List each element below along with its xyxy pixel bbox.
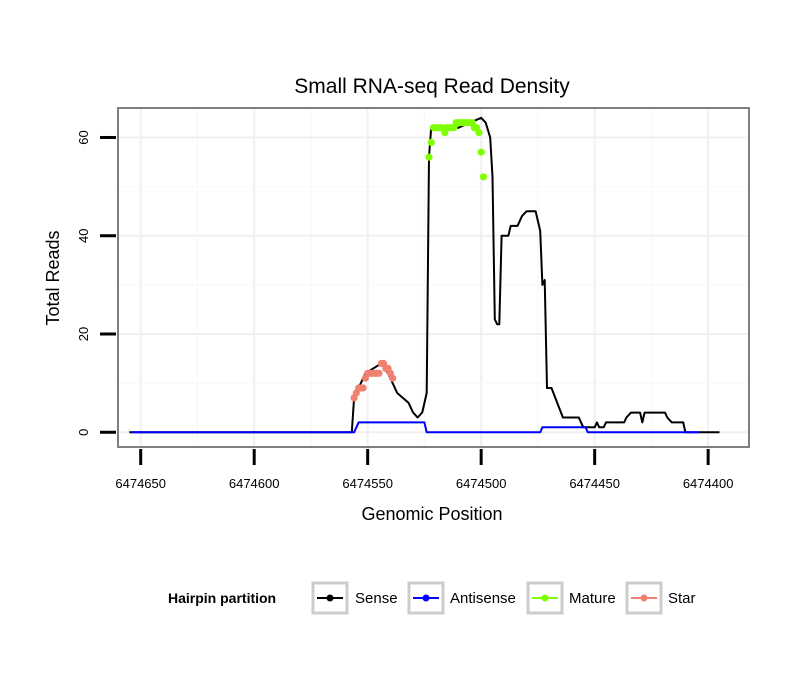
star-data-point xyxy=(375,369,383,377)
y-tick-label: 40 xyxy=(76,229,91,243)
axes: 6474650 6474600 6474550 6474500 6474450 64744… xyxy=(76,130,733,491)
antisense-legend-label: Antisense xyxy=(450,590,516,607)
mature-data-point xyxy=(479,173,487,181)
x-tick-label: 6474450 xyxy=(569,476,620,491)
sense-legend-dot xyxy=(326,594,334,602)
y-tick-label: 20 xyxy=(76,327,91,341)
chart-title: Small RNA-seq Read Density xyxy=(294,75,570,98)
x-tick-label: 6474400 xyxy=(683,476,734,491)
sense-series-line xyxy=(129,116,720,434)
mature-data-point xyxy=(477,148,485,156)
x-axis-label: Genomic Position xyxy=(361,504,502,524)
y-tick-label: 0 xyxy=(76,429,91,436)
mature-legend-dot xyxy=(541,594,549,602)
mature-legend-label: Mature xyxy=(569,590,616,607)
mature-data-point xyxy=(475,129,483,137)
mature-data-point xyxy=(427,138,435,146)
y-axis-label: Total Reads xyxy=(43,230,63,325)
x-tick-label: 6474650 xyxy=(115,476,166,491)
star-legend-label: Star xyxy=(668,590,696,607)
antisense-legend-dot xyxy=(422,594,430,602)
plot-panel-border xyxy=(117,107,750,448)
legend-title: Hairpin partition xyxy=(168,590,276,606)
star-data-point xyxy=(359,384,367,392)
sense-legend-label: Sense xyxy=(355,590,398,607)
y-tick-label: 60 xyxy=(76,130,91,144)
legend: Sense Antisense Mature Star xyxy=(311,581,696,615)
star-data-point xyxy=(389,374,397,382)
mature-data-point xyxy=(425,153,433,161)
x-tick-label: 6474600 xyxy=(229,476,280,491)
star-legend-dot xyxy=(640,594,648,602)
data-series xyxy=(129,116,720,434)
x-tick-label: 6474500 xyxy=(456,476,507,491)
x-tick-label: 6474550 xyxy=(342,476,393,491)
antisense-series-line xyxy=(131,421,700,434)
